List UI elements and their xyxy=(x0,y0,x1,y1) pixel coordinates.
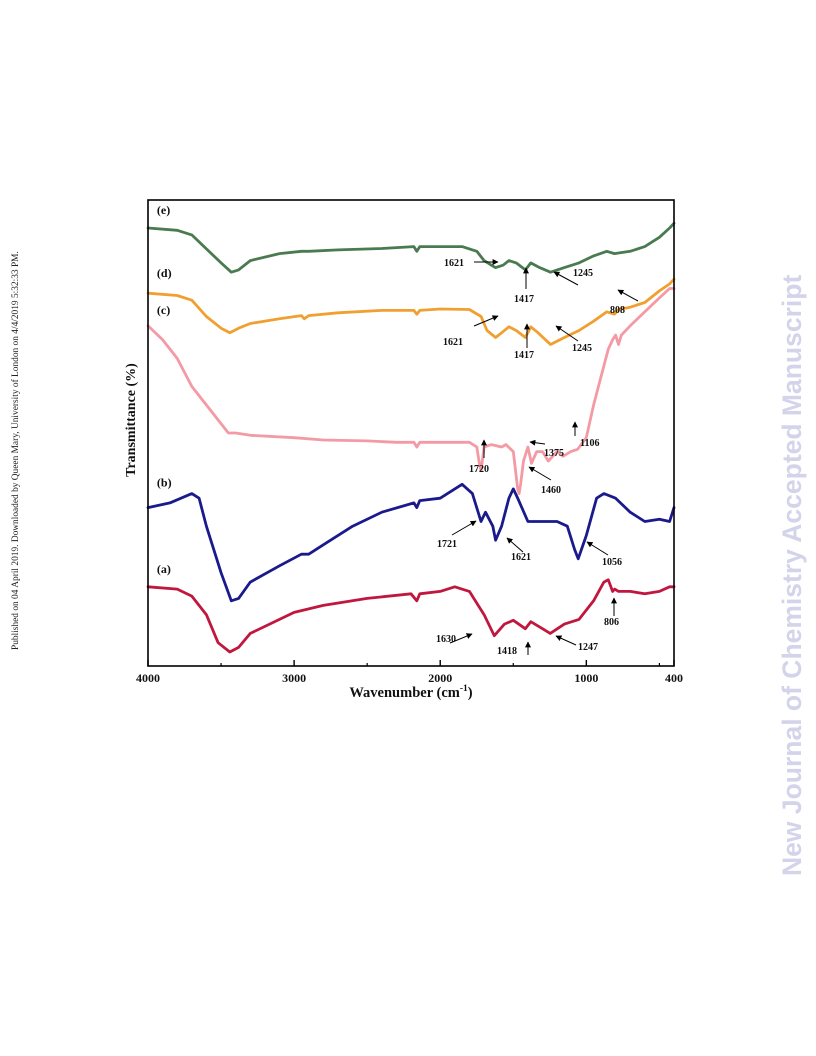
peak-arrow xyxy=(553,271,579,286)
y-axis-label: Transmittance (%) xyxy=(124,363,139,477)
peak-label: 1721 xyxy=(437,539,457,550)
peak-label: 1621 xyxy=(443,337,463,348)
peak-label: 808 xyxy=(610,305,625,316)
series-line-4 xyxy=(146,277,676,346)
peak-arrow xyxy=(555,635,577,646)
series-label: (c) xyxy=(157,303,170,317)
watermark-text: New Journal of Chemistry Accepted Manusc… xyxy=(777,275,807,876)
peak-label: 1245 xyxy=(572,343,592,354)
peak-label: 1375 xyxy=(544,448,564,459)
series-line-3 xyxy=(146,287,676,495)
series-label: (d) xyxy=(157,266,172,280)
peak-label: 1720 xyxy=(469,464,489,475)
peak-label: 1247 xyxy=(578,642,598,653)
peak-label: 1417 xyxy=(514,294,534,305)
x-ticks: 4000 3000 2000 1000 400 xyxy=(136,660,683,685)
x-tick-label: 400 xyxy=(665,671,683,685)
watermark: New Journal of Chemistry Accepted Manusc… xyxy=(777,275,807,876)
peak-label: 1621 xyxy=(511,552,531,563)
x-tick-label: 3000 xyxy=(282,671,306,685)
peak-arrow xyxy=(451,520,477,536)
series-label: (a) xyxy=(157,562,171,576)
series-label: (b) xyxy=(157,476,172,490)
peak-annotations: 1630 1418 1247 806 1721 1621 1056 1720 1460 1375 1… xyxy=(436,258,639,657)
x-tick-label: 1000 xyxy=(574,671,598,685)
side-note: Published on 04 April 2019. Downloaded b… xyxy=(10,251,21,650)
peak-arrow xyxy=(473,315,499,327)
peak-label: 1106 xyxy=(580,438,599,449)
peak-arrow xyxy=(528,466,552,481)
x-axis-label: Wavenumber (cm-1) xyxy=(349,684,472,701)
peak-label: 1621 xyxy=(444,258,464,269)
peak-label: 1245 xyxy=(573,268,593,279)
series-label: (e) xyxy=(157,203,170,217)
series-line-5 xyxy=(146,221,676,274)
peak-arrow xyxy=(555,325,579,342)
x-axis-label-superscript: -1 xyxy=(460,684,468,694)
peak-label: 1460 xyxy=(541,485,561,496)
peak-label: 1418 xyxy=(497,646,517,657)
peak-label: 1417 xyxy=(514,350,534,361)
plot-frame xyxy=(147,199,675,667)
series-line-2 xyxy=(146,482,676,603)
side-note-text: Published on 04 April 2019. Downloaded b… xyxy=(10,251,21,650)
peak-label: 1056 xyxy=(602,557,622,568)
peak-arrow xyxy=(529,439,546,446)
peak-arrow xyxy=(449,633,473,644)
peak-label: 1630 xyxy=(436,634,456,645)
series-labels: (a) (b) (c) (d) (e) xyxy=(157,203,172,576)
peak-label: 806 xyxy=(604,617,619,628)
x-tick-label: 4000 xyxy=(136,671,160,685)
x-tick-label: 2000 xyxy=(428,671,452,685)
x-axis-label-main: Wavenumber (cm xyxy=(349,685,460,701)
peak-arrow xyxy=(617,289,639,302)
series-line-1 xyxy=(146,578,676,654)
peak-arrow xyxy=(586,541,609,556)
plot-layer xyxy=(146,221,676,654)
peak-arrow xyxy=(506,537,524,553)
x-axis-label-end: ) xyxy=(468,685,473,701)
